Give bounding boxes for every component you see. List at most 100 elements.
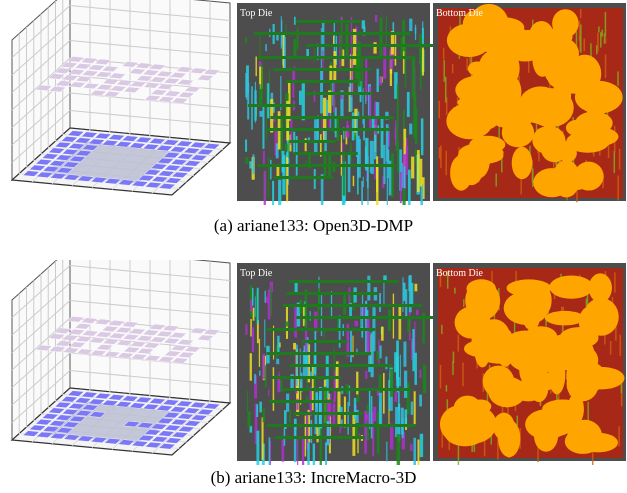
net-stripe — [250, 319, 252, 336]
macro-row — [289, 364, 392, 367]
net-stripe — [350, 328, 352, 362]
net-stripe — [333, 162, 336, 172]
net-stripe — [265, 291, 266, 303]
net-stripe — [357, 395, 360, 402]
net-stripe — [357, 42, 360, 87]
cell-cluster — [545, 28, 573, 46]
net-stripe — [407, 318, 410, 332]
net-stripe — [414, 391, 416, 424]
net-stripe — [605, 12, 607, 37]
net-stripe — [415, 149, 417, 164]
net-stripe — [253, 308, 255, 321]
macro-row — [294, 152, 358, 155]
net-stripe — [263, 151, 265, 164]
net-stripe — [411, 157, 414, 179]
net-stripe — [421, 118, 423, 155]
macro-row — [273, 68, 371, 71]
net-stripe — [339, 32, 340, 68]
net-stripe — [247, 391, 248, 412]
net-stripe — [400, 172, 402, 203]
net-stripe — [454, 288, 456, 294]
cell-cluster — [545, 311, 585, 325]
net-stripe — [377, 351, 380, 360]
net-stripe — [252, 288, 253, 306]
cell-cluster — [502, 118, 534, 148]
net-stripe — [294, 17, 296, 25]
macro-row — [258, 164, 396, 167]
net-stripe — [245, 73, 248, 97]
net-stripe — [375, 15, 377, 22]
net-stripe — [367, 156, 369, 188]
net-stripe — [420, 434, 423, 457]
net-stripe — [619, 335, 621, 356]
net-stripe — [285, 24, 286, 33]
net-stripe — [383, 373, 385, 414]
net-stripe — [245, 140, 247, 152]
net-stripe — [452, 64, 454, 73]
cell-cluster — [503, 47, 525, 60]
net-stripe — [286, 321, 289, 326]
net-stripe — [344, 397, 346, 428]
net-stripe — [361, 57, 363, 91]
net-stripe — [272, 181, 274, 205]
net-stripe — [259, 371, 260, 376]
macro-row — [287, 292, 378, 295]
net-stripe — [293, 39, 296, 56]
net-stripe — [257, 288, 259, 324]
net-stripe — [446, 385, 448, 392]
macro-row — [266, 352, 371, 355]
cell-cluster — [552, 59, 574, 85]
net-stripe — [259, 67, 261, 85]
net-stripe — [617, 175, 619, 200]
net-stripe — [374, 131, 377, 159]
net-stripe — [413, 94, 416, 138]
net-stripe — [371, 396, 373, 438]
net-stripe — [379, 393, 382, 425]
net-stripe — [333, 404, 336, 426]
macro-row — [258, 56, 414, 59]
net-stripe — [380, 17, 383, 58]
net-stripe — [303, 305, 305, 326]
net-stripe — [422, 48, 424, 76]
net-stripe — [256, 431, 259, 465]
net-stripe — [343, 151, 345, 195]
net-stripe — [376, 102, 379, 117]
net-stripe — [297, 27, 299, 49]
net-stripe — [361, 181, 363, 205]
net-stripe — [407, 92, 410, 117]
net-stripe — [265, 44, 267, 51]
net-stripe — [397, 84, 399, 128]
net-stripe — [367, 318, 370, 353]
cell-cluster — [532, 42, 552, 77]
net-stripe — [278, 180, 281, 205]
net-stripe — [379, 293, 381, 312]
net-stripe — [394, 392, 397, 402]
net-stripe — [403, 342, 406, 367]
net-stripe — [273, 367, 275, 411]
macro-row — [271, 376, 340, 379]
die-label: Bottom Die — [436, 8, 484, 19]
macro-row — [267, 424, 416, 427]
net-stripe — [262, 106, 264, 149]
net-stripe — [357, 153, 359, 194]
net-stripe — [324, 387, 327, 424]
figure-row: Top DieBottom Die — [0, 260, 627, 465]
net-stripe — [316, 427, 318, 442]
net-stripe — [404, 371, 407, 398]
net-stripe — [373, 42, 376, 53]
net-stripe — [423, 365, 426, 393]
net-stripe — [256, 404, 258, 417]
net-stripe — [310, 311, 311, 321]
cell-cluster — [583, 298, 618, 336]
macro-row — [283, 304, 422, 307]
net-stripe — [286, 157, 288, 201]
net-stripe — [269, 70, 270, 83]
die-label: Top Die — [240, 268, 273, 279]
net-stripe — [347, 402, 348, 435]
net-stripe — [409, 19, 412, 32]
net-stripe — [373, 407, 376, 422]
macro-row — [270, 116, 393, 119]
net-stripe — [410, 283, 413, 307]
net-stripe — [404, 409, 407, 424]
net-stripe — [350, 143, 351, 161]
